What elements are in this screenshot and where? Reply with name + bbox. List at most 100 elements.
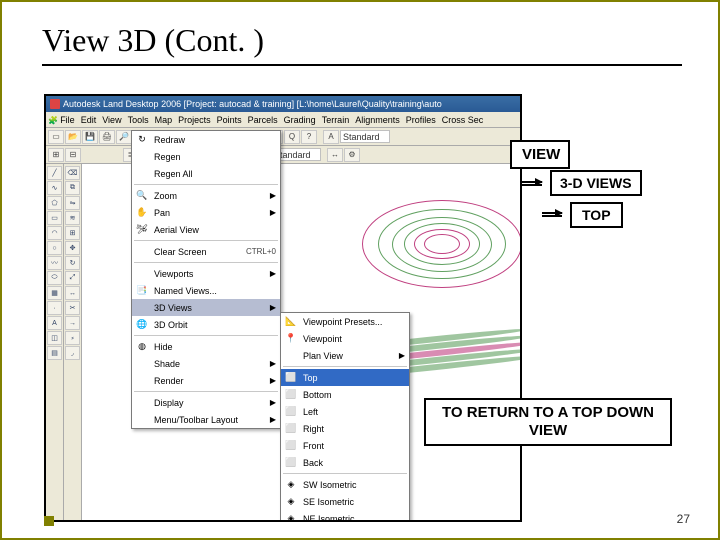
view-menu-item[interactable]: 📑Named Views... <box>132 282 280 299</box>
pl2-extend-icon[interactable]: → <box>65 316 80 330</box>
view-menu-item[interactable]: 🛩Aerial View <box>132 221 280 238</box>
submenu-item[interactable]: 📍Viewpoint <box>281 330 409 347</box>
menu-view[interactable]: View <box>102 115 121 125</box>
pl2-fillet-icon[interactable]: ◞ <box>65 346 80 360</box>
view-menu-item[interactable]: 🌐3D Orbit <box>132 316 280 333</box>
submenu-item[interactable]: ⬜Front <box>281 437 409 454</box>
submenu-item-icon: ⬜ <box>284 439 298 452</box>
tb-help-icon[interactable]: ? <box>301 130 317 144</box>
submenu-item-label: Viewpoint Presets... <box>303 317 382 327</box>
submenu-item[interactable]: ⬜Left <box>281 403 409 420</box>
menu-item-label: Aerial View <box>154 225 199 235</box>
pl2-break-icon[interactable]: ⸗ <box>65 331 80 345</box>
menu-item-icon: 🌐 <box>135 318 149 331</box>
tb-text-icon[interactable]: A <box>323 130 339 144</box>
tb-preview-icon[interactable]: 🔎 <box>116 130 132 144</box>
view-menu-item[interactable]: ✋Pan▶ <box>132 204 280 221</box>
3dviews-submenu: 📐Viewpoint Presets...📍ViewpointPlan View… <box>280 312 410 522</box>
tb-open-icon[interactable]: 📂 <box>65 130 81 144</box>
submenu-item[interactable]: 📐 Viewpoint Presets... <box>281 313 409 330</box>
submenu-arrow-icon: ▶ <box>270 376 276 385</box>
arrow-1 <box>522 181 542 183</box>
view-menu-item[interactable]: 3D Views▶ <box>132 299 280 316</box>
menu-grading[interactable]: Grading <box>284 115 316 125</box>
menu-projects[interactable]: Projects <box>178 115 211 125</box>
submenu-item[interactable]: ◈NE Isometric <box>281 510 409 522</box>
menu-map[interactable]: Map <box>155 115 173 125</box>
tb2-btn1-icon[interactable]: ⊞ <box>48 148 64 162</box>
pl-poly-icon[interactable]: ⬠ <box>47 196 62 210</box>
submenu-item[interactable]: ⬜Right <box>281 420 409 437</box>
menu-item-label: Redraw <box>154 135 185 145</box>
tb2-props-icon[interactable]: ⚙ <box>344 148 360 162</box>
tb2-btn2-icon[interactable]: ⊟ <box>65 148 81 162</box>
pl2-trim-icon[interactable]: ✂ <box>65 301 80 315</box>
view-menu-item[interactable]: 🔍Zoom▶ <box>132 187 280 204</box>
view-menu-item[interactable]: ↻Redraw <box>132 131 280 148</box>
menubar[interactable]: File Edit View Tools Map Projects Points… <box>46 112 520 128</box>
view-menu-item[interactable]: Viewports▶ <box>132 265 280 282</box>
view-menu-item[interactable]: Regen All <box>132 165 280 182</box>
tb2-dim-icon[interactable]: ↔ <box>327 148 343 162</box>
pl-pline-icon[interactable]: ∿ <box>47 181 62 195</box>
pl-ellipse-icon[interactable]: ⬭ <box>47 271 62 285</box>
view-menu-item[interactable]: Display▶ <box>132 394 280 411</box>
menu-item-icon <box>135 396 149 409</box>
menu-edit[interactable]: Edit <box>81 115 97 125</box>
view-menu-item[interactable]: Clear ScreenCTRL+0 <box>132 243 280 260</box>
tb-new-icon[interactable]: ▭ <box>48 130 64 144</box>
menu-item-icon <box>135 245 149 258</box>
contour-ring <box>362 200 520 288</box>
pl-line-icon[interactable]: ╱ <box>47 166 62 180</box>
pl-point-icon[interactable]: · <box>47 301 62 315</box>
tb-save-icon[interactable]: 💾 <box>82 130 98 144</box>
pl-arc-icon[interactable]: ◠ <box>47 226 62 240</box>
tb-print-icon[interactable]: 🖨 <box>99 130 115 144</box>
view-menu-item[interactable]: Shade▶ <box>132 355 280 372</box>
submenu-item[interactable]: ⬜Back <box>281 454 409 471</box>
pl2-mirror-icon[interactable]: ⇋ <box>65 196 80 210</box>
menu-alignments[interactable]: Alignments <box>355 115 400 125</box>
toolbar-1: ▭ 📂 💾 🖨 🔎 ✂ ⧉ 📋 ✎ ↶ ↷ ✋ 🔍 Q ? A Standard <box>46 128 520 146</box>
view-menu-item[interactable]: Render▶ <box>132 372 280 389</box>
menu-points[interactable]: Points <box>217 115 242 125</box>
tb-q-icon[interactable]: Q <box>284 130 300 144</box>
menu-item-label: Hide <box>154 342 173 352</box>
submenu-item-label: Plan View <box>303 351 343 361</box>
menu-terrain[interactable]: Terrain <box>322 115 350 125</box>
submenu-item[interactable]: ◈SE Isometric <box>281 493 409 510</box>
menu-profiles[interactable]: Profiles <box>406 115 436 125</box>
pl2-offset-icon[interactable]: ≋ <box>65 211 80 225</box>
pl-hatch-icon[interactable]: ▦ <box>47 286 62 300</box>
arrow-2 <box>542 212 562 214</box>
menu-item-icon <box>135 301 149 314</box>
callout-top: TOP <box>570 202 623 228</box>
view-menu-item[interactable]: Menu/Toolbar Layout▶ <box>132 411 280 428</box>
submenu-item-label: SW Isometric <box>303 480 357 490</box>
menu-file[interactable]: File <box>48 115 75 125</box>
pl-circ-icon[interactable]: ○ <box>47 241 62 255</box>
pl2-stretch-icon[interactable]: ↔ <box>65 286 80 300</box>
pl-text-icon[interactable]: A <box>47 316 62 330</box>
pl2-copy-icon[interactable]: ⧉ <box>65 181 80 195</box>
submenu-item[interactable]: ⬜Top <box>281 369 409 386</box>
pl-block-icon[interactable]: ◫ <box>47 331 62 345</box>
view-menu-item[interactable]: ◍Hide <box>132 338 280 355</box>
submenu-item[interactable]: Plan View▶ <box>281 347 409 364</box>
pl2-rotate-icon[interactable]: ↻ <box>65 256 80 270</box>
tb-standard-label[interactable]: Standard <box>340 130 390 143</box>
view-menu-item[interactable]: Regen <box>132 148 280 165</box>
pl-table-icon[interactable]: ▤ <box>47 346 62 360</box>
menu-parcels[interactable]: Parcels <box>248 115 278 125</box>
pl-spline-icon[interactable]: 〰 <box>47 256 62 270</box>
pl2-move-icon[interactable]: ✥ <box>65 241 80 255</box>
pl2-erase-icon[interactable]: ⌫ <box>65 166 80 180</box>
menu-crosssec[interactable]: Cross Sec <box>442 115 484 125</box>
submenu-item[interactable]: ◈SW Isometric <box>281 476 409 493</box>
menu-tools[interactable]: Tools <box>128 115 149 125</box>
pl-rect-icon[interactable]: ▭ <box>47 211 62 225</box>
submenu-item-icon: 📐 <box>284 315 298 328</box>
submenu-item[interactable]: ⬜Bottom <box>281 386 409 403</box>
pl2-scale-icon[interactable]: ⤢ <box>65 271 80 285</box>
pl2-array-icon[interactable]: ⊞ <box>65 226 80 240</box>
